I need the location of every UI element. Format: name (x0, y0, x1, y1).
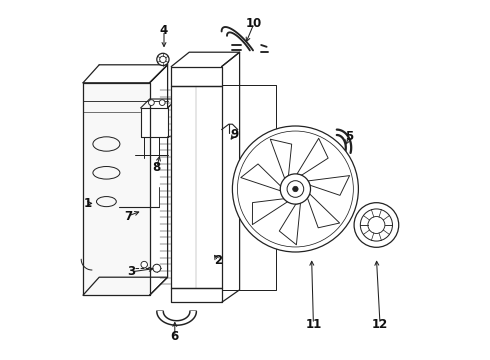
Polygon shape (171, 288, 221, 302)
Text: 4: 4 (160, 24, 168, 37)
Circle shape (280, 174, 311, 204)
Text: 6: 6 (171, 330, 179, 343)
Text: 1: 1 (83, 197, 91, 210)
Circle shape (287, 181, 304, 197)
Polygon shape (157, 311, 196, 325)
Text: 5: 5 (345, 130, 353, 143)
Circle shape (159, 100, 165, 105)
Circle shape (157, 53, 169, 66)
Polygon shape (171, 86, 221, 288)
Polygon shape (297, 138, 328, 175)
Polygon shape (221, 85, 275, 290)
Polygon shape (270, 139, 292, 178)
Circle shape (141, 261, 147, 268)
Ellipse shape (93, 166, 120, 179)
Ellipse shape (97, 197, 116, 207)
Text: 9: 9 (230, 129, 238, 141)
Text: 7: 7 (124, 210, 132, 222)
Polygon shape (308, 176, 349, 195)
Polygon shape (279, 203, 300, 245)
Text: 3: 3 (127, 265, 136, 278)
Polygon shape (171, 67, 221, 86)
Text: 2: 2 (214, 255, 222, 267)
Ellipse shape (93, 137, 120, 151)
Circle shape (160, 56, 166, 63)
Circle shape (293, 186, 298, 192)
Circle shape (148, 100, 154, 105)
Polygon shape (241, 164, 281, 191)
Circle shape (153, 264, 161, 272)
Polygon shape (141, 108, 168, 137)
Text: 12: 12 (372, 318, 388, 330)
Circle shape (360, 209, 392, 241)
Circle shape (354, 203, 399, 247)
Polygon shape (252, 199, 288, 225)
Text: 11: 11 (305, 318, 321, 330)
Text: 8: 8 (153, 161, 161, 174)
Polygon shape (307, 194, 340, 228)
Text: 10: 10 (246, 17, 262, 30)
Circle shape (368, 216, 385, 234)
Circle shape (232, 126, 358, 252)
Polygon shape (83, 83, 149, 295)
